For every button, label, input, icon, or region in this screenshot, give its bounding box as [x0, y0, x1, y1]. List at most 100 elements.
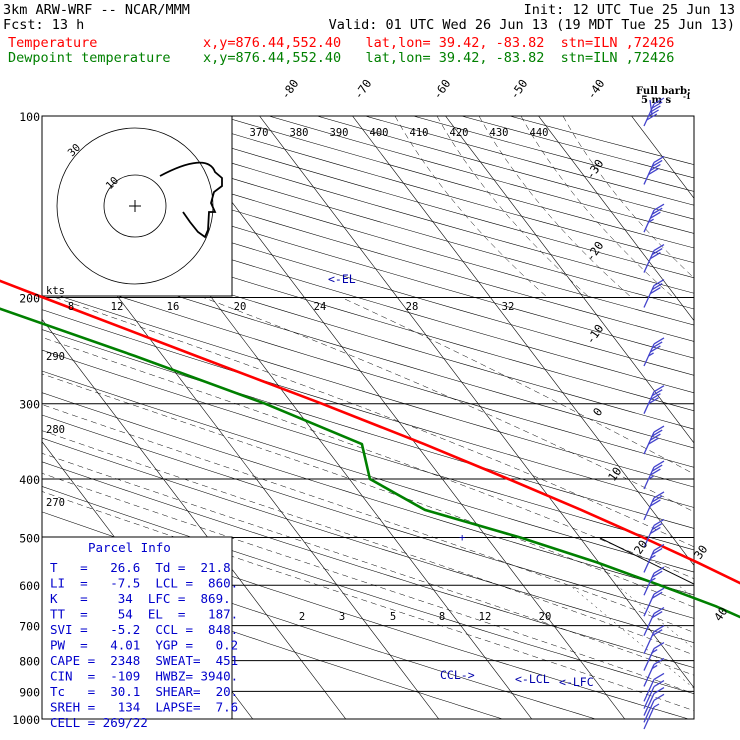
- theta-label: 440: [530, 127, 549, 139]
- header: 3km ARW-WRF -- NCAR/MMM Fcst: 13 h Init:…: [3, 2, 735, 66]
- hodograph-ring-inner: [103, 174, 167, 238]
- full-barb-legend: Full barb: 5 m s -1: [636, 86, 691, 106]
- wind-barb: [643, 491, 665, 521]
- grid-clip: [42, 116, 694, 719]
- mixing-ratio-label: 24: [314, 301, 327, 313]
- mixing-ratio-label: 8: [68, 301, 74, 313]
- full-barb-title: Full barb:: [636, 86, 691, 97]
- parcel-info-row: SREH = 134 LAPSE= 7.6: [50, 700, 238, 715]
- model-title: 3km ARW-WRF -- NCAR/MMM: [3, 2, 190, 18]
- hodograph-units: kts: [46, 285, 65, 297]
- parcel-info-row: PW = 4.01 YGP = 0.2: [50, 638, 238, 653]
- dry-adiabat: [42, 200, 694, 394]
- barb-flag: [651, 591, 663, 599]
- barb-staff: [643, 679, 655, 702]
- theta-label: 430: [490, 127, 509, 139]
- mixing-ratio-label: 32: [502, 301, 515, 313]
- isotherm-label: -30: [583, 157, 606, 182]
- el-marker: <-EL: [328, 272, 356, 286]
- wind-barb: [643, 155, 665, 185]
- wind-barb: [643, 642, 665, 671]
- isotherm-label: -50: [507, 77, 530, 102]
- dewpoint-legend-label: Dewpoint temperature: [8, 50, 171, 66]
- pressure-label: 1000: [12, 713, 40, 727]
- dewpoint-location: x,y=876.44,552.40 lat,lon= 39.42, -83.82…: [203, 50, 674, 66]
- barb-panel-edge: [599, 537, 695, 719]
- wind-barb: [643, 243, 665, 273]
- isotherm-label: -80: [278, 77, 301, 102]
- mixing-ratio-label: 12: [479, 611, 492, 623]
- full-barb-units-exponent: -1: [683, 92, 691, 101]
- isotherm-label: -20: [583, 239, 606, 264]
- barb-flag: [651, 522, 663, 531]
- pressure-label: 600: [19, 579, 40, 593]
- barb-flag: [648, 437, 659, 445]
- valid-time: Valid: 01 UTC Wed 26 Jun 13 (19 MDT Tue …: [329, 17, 735, 33]
- barb-flag: [653, 687, 665, 695]
- theta-left-label: 270: [46, 497, 65, 509]
- parcel-info-box: [41, 536, 233, 720]
- theta-label: 410: [410, 127, 429, 139]
- wind-barb: [643, 337, 665, 367]
- moist-adiabat: [55, 297, 694, 548]
- barb-flag: [651, 429, 663, 437]
- barb-flag: [650, 433, 661, 441]
- isotherm-label: -60: [430, 77, 453, 102]
- parcel-info-row: SVI = -5.2 CCL = 848.: [50, 622, 238, 637]
- isotherm-line: [166, 116, 626, 719]
- parcel-info: Parcel Info T = 26.6 Td = 21.8LI = -7.5 …: [41, 536, 238, 730]
- upper-dashed-line: [478, 116, 630, 296]
- barb-flag: [651, 282, 663, 291]
- mixing-ratio-line: [678, 585, 694, 599]
- isotherm-label: -10: [583, 322, 606, 347]
- barb-top-staff: [649, 99, 653, 116]
- isotherm-line: [352, 116, 694, 566]
- barb-flag: [653, 566, 665, 574]
- pressure-label: 700: [19, 620, 40, 634]
- dry-adiabat: [42, 271, 694, 468]
- wind-barb: [643, 672, 665, 702]
- barb-flag: [653, 243, 665, 252]
- dry-adiabat: [42, 252, 694, 449]
- barb-half-flag: [651, 649, 658, 654]
- moist-adiabat: [42, 373, 694, 608]
- hodograph-trace: [159, 161, 223, 239]
- barb-flag: [651, 159, 663, 167]
- barb-half-flag: [650, 577, 656, 582]
- wind-barb: [643, 607, 665, 636]
- wind-barb: [643, 278, 665, 308]
- theta-label: 390: [330, 127, 349, 139]
- barb-staff: [643, 706, 655, 730]
- parcel-info-row: T = 26.6 Td = 21.8: [50, 560, 231, 575]
- dry-adiabat: [42, 486, 694, 695]
- isotherm-label: 0: [590, 405, 605, 419]
- parcel-info-row: CAPE = 2348 SWEAT= 451: [50, 653, 238, 668]
- theta-left-label: 280: [46, 424, 65, 436]
- pressure-label: 900: [19, 685, 40, 699]
- parcel-info-row: K = 34 LFC = 869.: [50, 591, 231, 606]
- wind-barb: [643, 425, 665, 455]
- dry-adiabat: [172, 116, 694, 264]
- dry-adiabat: [42, 392, 694, 596]
- barb-flag: [653, 680, 665, 688]
- mixing-ratio-label: 5: [390, 611, 396, 623]
- dry-adiabat: [42, 217, 694, 412]
- dry-adiabat: [42, 183, 694, 376]
- theta-label: 380: [290, 127, 309, 139]
- isotherm-label: -70: [351, 77, 374, 102]
- mixing-ratio-label: 28: [406, 301, 419, 313]
- pressure-label: 500: [19, 531, 40, 545]
- upper-dashed-line: [436, 116, 588, 296]
- barb-flag: [653, 543, 665, 551]
- pressure-label: 400: [19, 473, 40, 487]
- barb-flag: [651, 495, 663, 503]
- barb-flag: [651, 247, 663, 256]
- wind-barb: [643, 385, 665, 414]
- mixing-ratio-label: 16: [167, 301, 180, 313]
- wind-barb: [643, 587, 665, 617]
- barb-flag: [650, 468, 661, 476]
- wind-barb: [643, 566, 665, 596]
- barb-flag: [653, 425, 665, 433]
- pressure-label: 800: [19, 655, 40, 669]
